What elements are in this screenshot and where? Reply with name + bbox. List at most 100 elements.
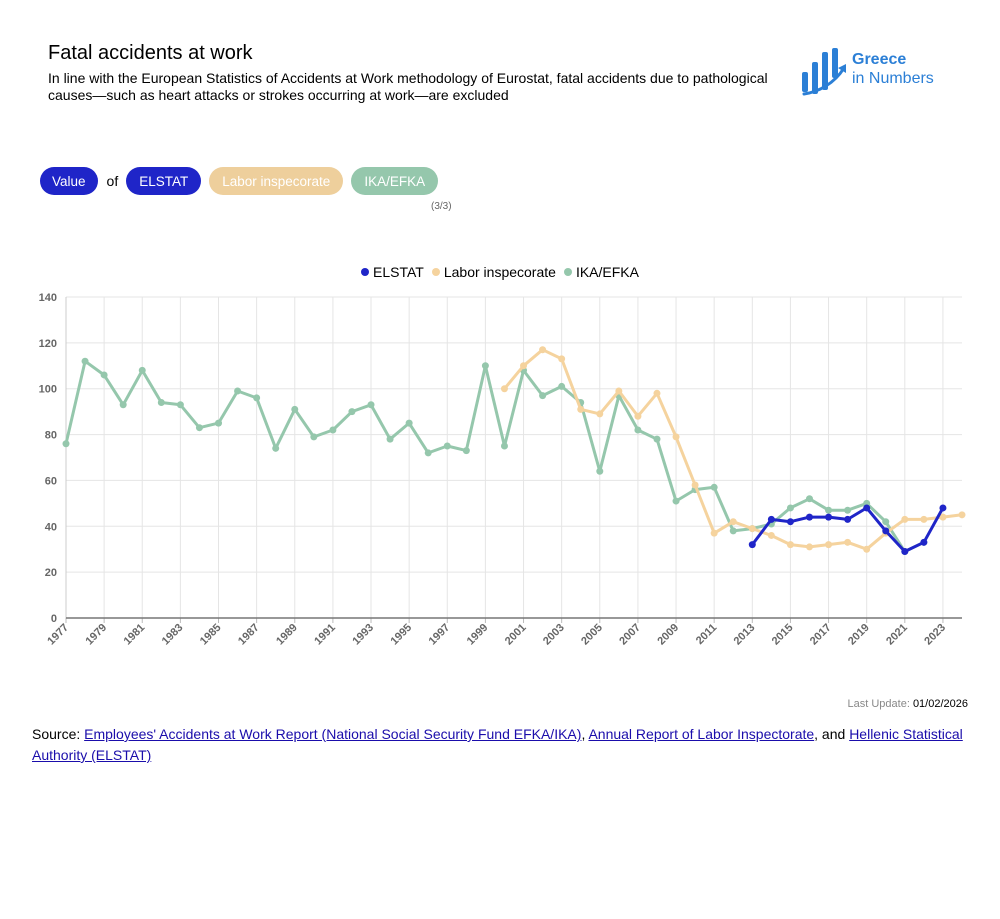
data-point-labor-inspecorate (901, 515, 909, 523)
legend-item-elstat[interactable]: ELSTAT (361, 264, 424, 280)
data-point-elstat (825, 513, 833, 521)
legend-label-labor: Labor inspecorate (443, 264, 556, 280)
x-tick-label: 2007 (617, 622, 643, 648)
logo-line2: in Numbers (852, 70, 934, 87)
brand-logo[interactable]: Greece in Numbers (800, 44, 960, 100)
data-point-ika-efka (462, 447, 470, 455)
data-point-ika-efka (386, 435, 394, 443)
x-tick-label: 1997 (427, 622, 453, 648)
data-point-labor-inspecorate (863, 545, 871, 553)
x-tick-label: 2003 (541, 622, 567, 648)
source-separator-1: , (581, 726, 589, 742)
series-selector: Value of ELSTAT Labor inspecorate IKA/EF… (40, 167, 446, 195)
data-point-labor-inspecorate (691, 481, 699, 489)
data-point-labor-inspecorate (634, 412, 642, 420)
data-point-elstat (920, 538, 928, 546)
data-point-elstat (748, 541, 756, 549)
x-tick-label: 2015 (770, 622, 796, 648)
x-tick-label: 2005 (579, 622, 605, 648)
data-point-ika-efka (81, 357, 89, 365)
labor-inspectorate-button[interactable]: Labor inspecorate (209, 167, 344, 195)
data-point-labor-inspecorate (539, 346, 547, 354)
source-link-efka[interactable]: Employees' Accidents at Work Report (Nat… (84, 726, 582, 742)
data-point-ika-efka (596, 467, 604, 475)
data-point-ika-efka (443, 442, 451, 450)
bar-chart-icon (802, 48, 846, 96)
value-button[interactable]: Value (40, 167, 98, 195)
data-point-ika-efka (500, 442, 508, 450)
data-point-labor-inspecorate (767, 531, 775, 539)
data-point-ika-efka (844, 506, 852, 514)
data-point-labor-inspecorate (786, 541, 794, 549)
data-point-elstat (939, 504, 947, 512)
chart-title: Fatal accidents at work (48, 42, 253, 64)
data-point-labor-inspecorate (729, 518, 737, 526)
data-point-labor-inspecorate (653, 389, 661, 397)
last-update: Last Update: 01/02/2026 (848, 698, 969, 710)
data-point-labor-inspecorate (844, 538, 852, 546)
x-tick-label: 1985 (198, 622, 224, 648)
data-point-elstat (786, 518, 794, 526)
data-point-ika-efka (481, 362, 489, 370)
data-point-elstat (882, 527, 890, 535)
data-point-labor-inspecorate (939, 513, 947, 521)
data-point-ika-efka (653, 435, 661, 443)
data-point-ika-efka (424, 449, 432, 457)
legend-item-labor[interactable]: Labor inspecorate (431, 264, 556, 280)
data-point-ika-efka (329, 426, 337, 434)
x-tick-label: 1995 (388, 622, 414, 648)
data-point-ika-efka (62, 440, 70, 448)
x-tick-label: 1983 (160, 622, 186, 648)
x-tick-label: 1999 (465, 622, 491, 648)
data-point-labor-inspecorate (920, 515, 928, 523)
x-tick-label: 1977 (45, 622, 71, 648)
data-point-ika-efka (215, 419, 223, 427)
data-point-elstat (767, 515, 775, 523)
legend-marker-ika (563, 268, 572, 276)
x-tick-label: 2021 (884, 622, 910, 648)
data-point-elstat (901, 548, 909, 556)
x-tick-label: 2009 (655, 622, 681, 648)
series-line-ika-efka (64, 359, 925, 553)
data-point-ika-efka (405, 419, 413, 427)
x-tick-label: 2013 (732, 622, 758, 648)
data-point-labor-inspecorate (958, 511, 966, 519)
last-update-label: Last Update: (847, 698, 910, 710)
chart-legend: ELSTAT Labor inspecorate IKA/EFKA (0, 264, 1000, 280)
data-point-labor-inspecorate (558, 355, 566, 363)
data-point-labor-inspecorate (596, 410, 604, 418)
source-link-labor[interactable]: Annual Report of Labor Inspectorate (588, 726, 815, 742)
y-tick-label: 100 (39, 384, 57, 396)
data-point-labor-inspecorate (672, 433, 680, 441)
data-point-ika-efka (672, 497, 680, 505)
logo-line1: Greece (852, 51, 907, 68)
data-point-ika-efka (234, 387, 242, 395)
data-point-ika-efka (558, 382, 566, 390)
legend-label-ika: IKA/EFKA (575, 264, 639, 280)
data-point-ika-efka (539, 392, 547, 400)
data-point-ika-efka (310, 433, 318, 441)
legend-label-elstat: ELSTAT (373, 264, 424, 280)
data-point-labor-inspecorate (710, 529, 718, 537)
data-point-ika-efka (825, 506, 833, 514)
x-tick-label: 1981 (122, 622, 148, 648)
data-point-elstat (863, 504, 871, 512)
source-link-elstat[interactable]: Hellenic Statistical Authority (ELSTAT) (32, 726, 963, 763)
ika-efka-button[interactable]: IKA/EFKA (351, 167, 439, 195)
y-tick-label: 60 (45, 475, 57, 487)
data-point-labor-inspecorate (825, 541, 833, 549)
x-tick-label: 2017 (808, 622, 834, 648)
line-chart: 0 20 40 60 80 100 120 140 1977 1979 1981 1983 1985 19… (39, 292, 966, 648)
data-point-ika-efka (291, 405, 299, 413)
data-point-labor-inspecorate (748, 525, 756, 533)
data-point-elstat (805, 513, 813, 521)
source-prefix: Source: (32, 726, 85, 742)
x-tick-label: 1991 (312, 622, 338, 648)
x-tick-label: 2023 (922, 622, 948, 648)
x-tick-label: 1987 (236, 622, 262, 648)
pager-indicator: (3/3) (431, 201, 452, 212)
legend-item-ika[interactable]: IKA/EFKA (563, 264, 639, 280)
elstat-button[interactable]: ELSTAT (126, 167, 202, 195)
last-update-date: 01/02/2026 (912, 698, 968, 710)
data-point-ika-efka (882, 518, 890, 526)
